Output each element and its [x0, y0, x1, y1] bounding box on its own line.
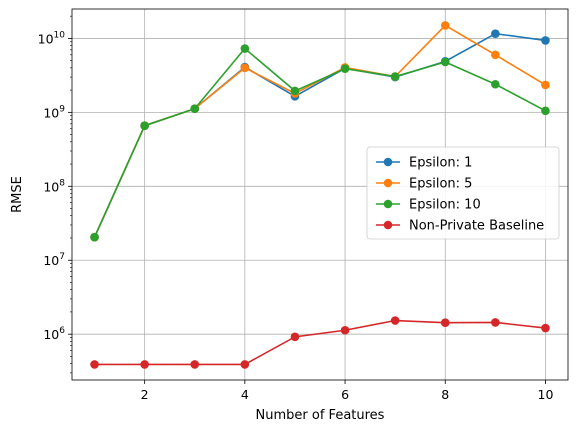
y-tick-label: 106	[43, 326, 65, 342]
y-tick-label-base: 10	[43, 179, 59, 194]
legend-item: Epsilon: 1	[376, 156, 472, 171]
x-tick-label: 6	[341, 387, 349, 402]
data-point	[140, 121, 149, 131]
data-point	[340, 325, 350, 335]
y-tick-label-exponent: 10	[54, 30, 66, 40]
x-axis-label: Number of Features	[256, 408, 385, 423]
legend-box	[366, 146, 560, 240]
legend-swatch-marker	[383, 157, 393, 167]
legend: Epsilon: 1 Epsilon: 5 Epsilon: 10 Non-Priva…	[366, 146, 560, 240]
data-point	[90, 360, 99, 369]
data-point	[140, 360, 149, 369]
legend-label: Non-Private Baseline	[409, 219, 544, 234]
y-tick-label: 107	[43, 252, 65, 268]
legend-item: Epsilon: 10	[376, 198, 481, 213]
y-tick-label: 108	[43, 178, 65, 194]
data-point	[290, 86, 300, 96]
series-non-private-baseline	[90, 316, 550, 369]
y-tick-label: 109	[43, 104, 65, 120]
y-tick-label-base: 10	[38, 31, 54, 46]
y-tick-label-base: 10	[43, 105, 59, 120]
data-point	[240, 360, 250, 369]
y-tick-label: 1010	[38, 30, 66, 46]
legend-item: Non-Private Baseline	[376, 219, 544, 234]
x-tick-label: 4	[241, 387, 249, 402]
plot-frame	[71, 8, 569, 381]
legend-swatch-marker	[383, 220, 393, 230]
y-tick-label-base: 10	[43, 327, 59, 342]
data-point	[491, 50, 500, 60]
data-point	[440, 57, 450, 67]
data-point	[541, 80, 550, 90]
data-point	[491, 79, 500, 89]
legend-item: Epsilon: 5	[376, 177, 472, 192]
data-point	[440, 318, 450, 327]
data-point	[390, 72, 400, 81]
data-point	[491, 29, 500, 38]
data-point	[541, 106, 550, 116]
legend-label: Epsilon: 1	[409, 156, 472, 171]
data-point	[491, 318, 500, 327]
x-tick-label: 2	[141, 387, 149, 402]
legend-swatch-marker	[383, 199, 393, 209]
legend-label: Epsilon: 5	[409, 177, 472, 192]
series-line	[94, 319, 546, 366]
legend-label: Epsilon: 10	[409, 198, 481, 213]
data-point	[240, 44, 250, 53]
x-tick-label: 8	[441, 387, 449, 402]
data-point	[541, 36, 550, 45]
series-layer	[90, 21, 550, 369]
data-point	[240, 63, 250, 73]
x-tick-label: 10	[538, 387, 554, 402]
y-axis-label: RMSE	[10, 176, 25, 213]
y-tick-label-exponent: 8	[59, 178, 65, 188]
series-line	[93, 47, 546, 238]
y-tick-label-base: 10	[43, 253, 59, 268]
data-point	[390, 316, 400, 325]
data-point	[90, 232, 99, 242]
data-point	[340, 64, 350, 73]
y-tick-label-exponent: 9	[59, 104, 65, 114]
data-point	[440, 21, 450, 30]
data-point	[541, 323, 550, 333]
data-point	[290, 332, 300, 342]
y-tick-label-exponent: 6	[59, 326, 65, 336]
data-point	[190, 104, 200, 114]
data-point	[190, 360, 200, 369]
x-axis: 2 4 6 8 10	[141, 380, 554, 402]
series-epsilon-10	[90, 44, 550, 242]
legend-swatch-marker	[383, 178, 393, 188]
y-tick-label-exponent: 7	[59, 252, 65, 262]
